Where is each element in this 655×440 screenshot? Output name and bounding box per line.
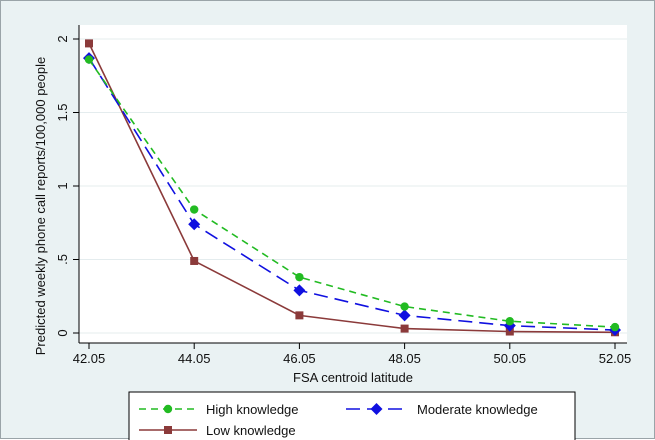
- data-point: [84, 55, 94, 64]
- legend-item: Moderate knowledge: [346, 402, 538, 417]
- x-tick-label: 52.05: [599, 351, 632, 366]
- data-point: [400, 302, 409, 311]
- legend-label: High knowledge: [206, 402, 299, 417]
- x-axis-title: FSA centroid latitude: [293, 370, 413, 385]
- data-point: [85, 39, 93, 48]
- y-tick-label: 0: [55, 329, 70, 336]
- y-tick-label: .5: [55, 254, 70, 265]
- series-line: [88, 57, 616, 331]
- data-point: [505, 317, 514, 326]
- legend-marker: [164, 426, 172, 434]
- data-point: [190, 256, 199, 265]
- legend-item: High knowledge: [139, 402, 299, 417]
- data-point: [295, 272, 304, 282]
- x-tick-label: 50.05: [494, 351, 527, 366]
- y-axis-title: Predicted weekly phone call reports/100,…: [33, 57, 48, 355]
- data-point: [188, 218, 201, 231]
- legend: High knowledge Moderate knowledge Low know…: [139, 402, 538, 438]
- series-line: [88, 59, 616, 328]
- legend-label: Moderate knowledge: [417, 402, 538, 417]
- x-tick-label: 42.05: [73, 351, 106, 366]
- x-ticks: 42.05 44.05 46.05 48.05 50.05 52.05: [73, 343, 632, 366]
- legend-label: Low knowledge: [206, 423, 296, 438]
- data-point: [398, 309, 411, 322]
- data-point: [400, 324, 409, 333]
- data-point: [295, 311, 304, 320]
- y-tick-label: 1: [55, 182, 70, 189]
- y-tick-label: 1.5: [55, 103, 70, 121]
- y-ticks: 0 .5 1 1.5 2: [55, 35, 79, 337]
- data-point: [293, 284, 306, 297]
- plot-area: [79, 25, 627, 343]
- data-point: [190, 205, 199, 214]
- axes: [78, 25, 627, 344]
- x-tick-label: 46.05: [283, 351, 316, 366]
- legend-marker: [370, 403, 383, 415]
- series-circle: [84, 55, 620, 332]
- x-tick-label: 48.05: [388, 351, 421, 366]
- series-line: [88, 43, 616, 334]
- series-group: [83, 39, 621, 337]
- y-tick-label: 2: [55, 35, 70, 42]
- legend-box: [128, 391, 576, 440]
- legend-marker: [163, 404, 173, 414]
- x-tick-label: 44.05: [178, 351, 211, 366]
- legend-item: Low knowledge: [139, 423, 296, 438]
- data-point: [610, 322, 620, 332]
